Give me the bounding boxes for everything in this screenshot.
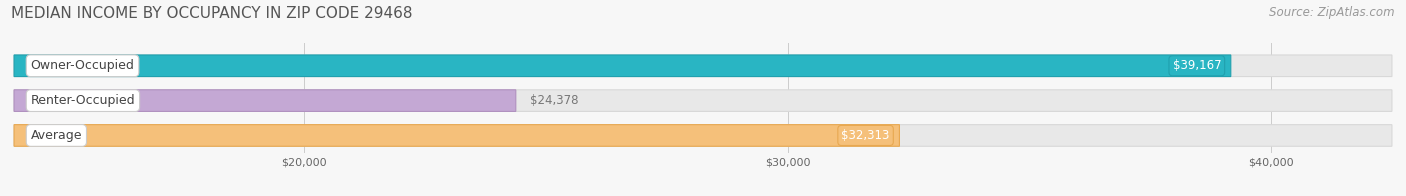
- Text: $39,167: $39,167: [1173, 59, 1222, 72]
- FancyBboxPatch shape: [14, 125, 1392, 146]
- Text: MEDIAN INCOME BY OCCUPANCY IN ZIP CODE 29468: MEDIAN INCOME BY OCCUPANCY IN ZIP CODE 2…: [11, 6, 413, 21]
- Text: Source: ZipAtlas.com: Source: ZipAtlas.com: [1270, 6, 1395, 19]
- FancyBboxPatch shape: [14, 90, 1392, 111]
- FancyBboxPatch shape: [14, 55, 1230, 77]
- Text: $24,378: $24,378: [530, 94, 579, 107]
- FancyBboxPatch shape: [14, 55, 1392, 77]
- Text: Renter-Occupied: Renter-Occupied: [31, 94, 135, 107]
- Text: Average: Average: [31, 129, 82, 142]
- Text: $32,313: $32,313: [841, 129, 890, 142]
- Text: Owner-Occupied: Owner-Occupied: [31, 59, 135, 72]
- FancyBboxPatch shape: [14, 90, 516, 111]
- FancyBboxPatch shape: [14, 125, 900, 146]
